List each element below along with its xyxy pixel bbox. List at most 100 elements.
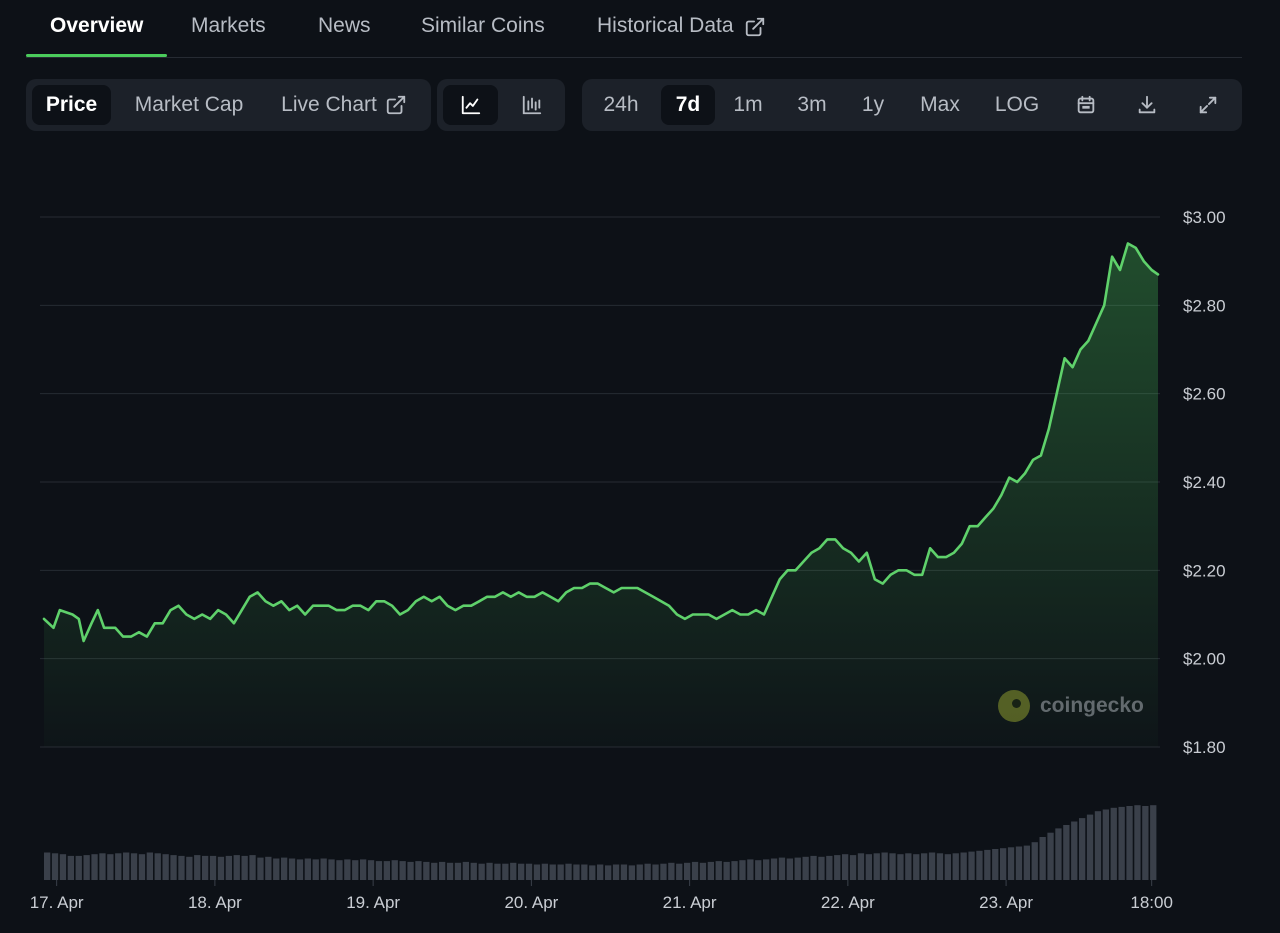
x-tick-label: 21. Apr (663, 893, 717, 912)
volume-bar (1031, 842, 1038, 880)
volume-bar (304, 858, 311, 880)
volume-bar (620, 864, 628, 880)
range-1m-button[interactable]: 1m (722, 85, 774, 125)
line-chart-button[interactable] (443, 85, 498, 125)
volume-bar (423, 861, 430, 880)
tab-historical-data[interactable]: Historical Data (597, 14, 766, 58)
y-tick-label: $1.80 (1183, 738, 1226, 757)
volume-bar (51, 853, 59, 880)
download-button[interactable] (1123, 85, 1171, 125)
volume-bar (67, 855, 74, 880)
tab-similar-coins[interactable]: Similar Coins (421, 14, 545, 58)
volume-bar (565, 863, 572, 880)
volume-bar (723, 861, 730, 880)
volume-bar (194, 855, 201, 880)
volume-bar (178, 855, 185, 880)
market-cap-button[interactable]: Market Cap (120, 85, 258, 125)
volume-bar (360, 859, 367, 880)
calendar-icon (1077, 95, 1095, 114)
tab-news[interactable]: News (318, 14, 371, 58)
y-tick-label: $2.60 (1183, 385, 1226, 404)
tab-news-label: News (318, 14, 371, 37)
range-max-button[interactable]: Max (908, 85, 972, 125)
range-24h-button[interactable]: 24h (590, 85, 652, 125)
volume-bar (454, 862, 462, 880)
range-7d-button[interactable]: 7d (661, 85, 715, 125)
volume-bar (107, 854, 114, 880)
tab-historical-data-label: Historical Data (597, 14, 734, 37)
volume-bar (976, 850, 983, 880)
volume-bar (1110, 807, 1117, 880)
volume-bar (1126, 806, 1133, 880)
volume-bar (225, 855, 232, 880)
price-area (42, 242, 1160, 747)
volume-bar (1150, 805, 1157, 880)
volume-bar (1039, 837, 1046, 880)
coingecko-logo-icon (998, 690, 1030, 722)
volume-bar (265, 856, 272, 880)
volume-bar (589, 865, 596, 880)
volume-bar (581, 864, 588, 880)
calendar-button[interactable] (1062, 85, 1110, 125)
volume-bar (1134, 805, 1141, 880)
volume-bar (968, 851, 975, 880)
volume-bar (1047, 832, 1054, 880)
volume-bar (154, 853, 161, 880)
volume-bar (1102, 809, 1109, 880)
volume-bar (312, 859, 319, 880)
volume-bar (1007, 847, 1015, 880)
volume-bar (1015, 846, 1023, 880)
x-tick-label: 19. Apr (346, 893, 400, 912)
external-link-icon (386, 95, 406, 115)
tab-markets[interactable]: Markets (191, 14, 266, 58)
volume-bar (763, 859, 770, 880)
volume-bar (352, 860, 359, 880)
volume-bar (605, 865, 612, 880)
range-1y-button[interactable]: 1y (850, 85, 896, 125)
volume-bar (597, 864, 604, 880)
volume-bar (644, 863, 651, 880)
time-range-group: 24h 7d 1m 3m 1y Max LOG (582, 79, 1242, 131)
volume-bar (936, 853, 944, 880)
volume-bar (755, 860, 762, 880)
volume-bar (383, 861, 390, 880)
volume-bar (415, 861, 422, 880)
volume-bar (375, 861, 383, 880)
volume-bar (494, 863, 501, 880)
range-1y-label: 1y (861, 93, 885, 116)
volume-bar (1094, 811, 1102, 880)
range-7d-label: 7d (675, 93, 701, 116)
volume-bar (525, 863, 533, 880)
volume-bar (399, 861, 406, 880)
log-scale-button[interactable]: LOG (984, 85, 1050, 125)
volume-bar (913, 854, 920, 880)
volume-bar (209, 855, 217, 880)
volume-bar (115, 853, 122, 880)
volume-bar (518, 863, 525, 880)
volume-bar (486, 862, 493, 880)
fullscreen-button[interactable] (1184, 85, 1232, 125)
volume-bar (439, 861, 446, 880)
volume-bar (1079, 818, 1086, 880)
volume-bar (83, 855, 90, 880)
volume-bar (407, 861, 414, 880)
x-axis-labels: 17. Apr 18. Apr 19. Apr 20. Apr 21. Apr 22. A… (30, 880, 1173, 912)
live-chart-button[interactable]: Live Chart (273, 85, 415, 125)
volume-bar (691, 861, 699, 880)
volume-bar (1063, 825, 1070, 880)
y-tick-label: $2.40 (1183, 473, 1226, 492)
volume-bar (281, 857, 288, 880)
volume-bar (59, 854, 67, 880)
volume-bar (75, 855, 82, 880)
market-cap-button-label: Market Cap (134, 93, 244, 116)
volume-bar (952, 853, 959, 880)
tab-overview[interactable]: Overview (50, 14, 143, 58)
volume-bar (731, 861, 738, 880)
x-tick-label: 23. Apr (979, 893, 1033, 912)
volume-bar (44, 852, 51, 880)
tab-similar-coins-label: Similar Coins (421, 14, 545, 37)
price-button[interactable]: Price (32, 85, 111, 125)
range-3m-button[interactable]: 3m (784, 85, 840, 125)
candlestick-chart-button[interactable] (504, 85, 559, 125)
